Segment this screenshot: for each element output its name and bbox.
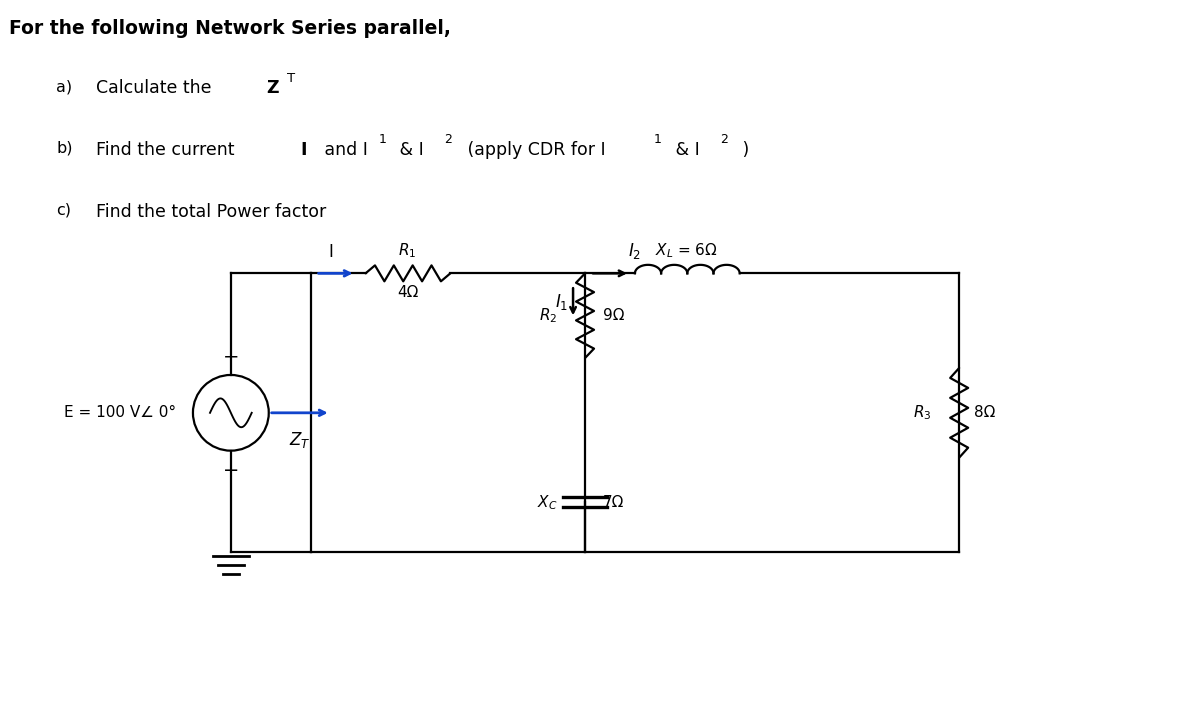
Text: Find the total Power factor: Find the total Power factor — [96, 202, 326, 221]
Text: ): ) — [737, 141, 749, 159]
Text: +: + — [223, 347, 239, 366]
Text: $R_1$: $R_1$ — [398, 242, 416, 261]
Text: Calculate the: Calculate the — [96, 79, 217, 97]
Text: $Z_T$: $Z_T$ — [289, 430, 311, 450]
Text: and I: and I — [319, 141, 367, 159]
Text: For the following Network Series parallel,: For the following Network Series paralle… — [10, 20, 451, 39]
Text: $X_C$: $X_C$ — [536, 493, 557, 512]
Text: a): a) — [56, 79, 72, 94]
Text: Z: Z — [265, 79, 278, 97]
Text: $X_L$ = 6Ω: $X_L$ = 6Ω — [655, 242, 718, 261]
Text: −: − — [223, 461, 239, 480]
Text: $R_3$: $R_3$ — [913, 403, 931, 422]
Text: 8Ω: 8Ω — [974, 405, 996, 420]
Text: I: I — [301, 141, 307, 159]
Text: c): c) — [56, 202, 71, 218]
Text: 9Ω: 9Ω — [602, 308, 624, 323]
Text: $R_2$: $R_2$ — [539, 306, 557, 325]
Text: 7Ω: 7Ω — [602, 495, 624, 510]
Text: & I: & I — [670, 141, 700, 159]
Text: b): b) — [56, 141, 73, 156]
Text: 1: 1 — [378, 133, 386, 146]
Text: 1: 1 — [654, 133, 661, 146]
Text: 2: 2 — [720, 133, 727, 146]
Text: 4Ω: 4Ω — [397, 285, 418, 301]
Text: & I: & I — [395, 141, 425, 159]
Text: T: T — [287, 72, 295, 85]
Text: (apply CDR for I: (apply CDR for I — [462, 141, 606, 159]
Text: 2: 2 — [444, 133, 452, 146]
Text: I: I — [328, 243, 334, 261]
Text: $I_1$: $I_1$ — [554, 292, 568, 312]
Text: $I_2$: $I_2$ — [628, 242, 641, 261]
Text: Find the current: Find the current — [96, 141, 240, 159]
Text: E = 100 V∠ 0°: E = 100 V∠ 0° — [64, 405, 176, 420]
